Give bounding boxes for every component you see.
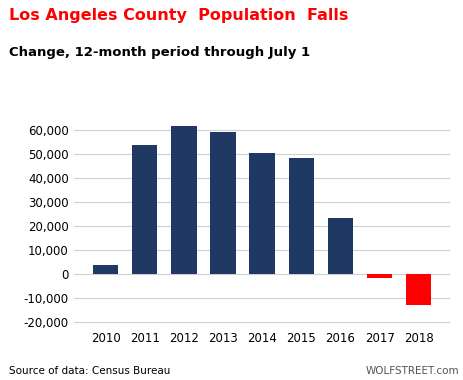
Text: Source of data: Census Bureau: Source of data: Census Bureau <box>9 366 170 376</box>
Bar <box>210 131 235 274</box>
Bar <box>131 145 157 274</box>
Bar <box>93 264 118 274</box>
Text: Los Angeles County  Population  Falls: Los Angeles County Population Falls <box>9 8 348 22</box>
Bar <box>171 125 196 274</box>
Bar <box>249 153 274 274</box>
Text: WOLFSTREET.com: WOLFSTREET.com <box>365 366 458 376</box>
Text: Change, 12-month period through July 1: Change, 12-month period through July 1 <box>9 46 310 59</box>
Bar <box>366 274 392 278</box>
Bar <box>405 274 431 305</box>
Bar <box>288 158 313 274</box>
Bar <box>327 218 352 274</box>
